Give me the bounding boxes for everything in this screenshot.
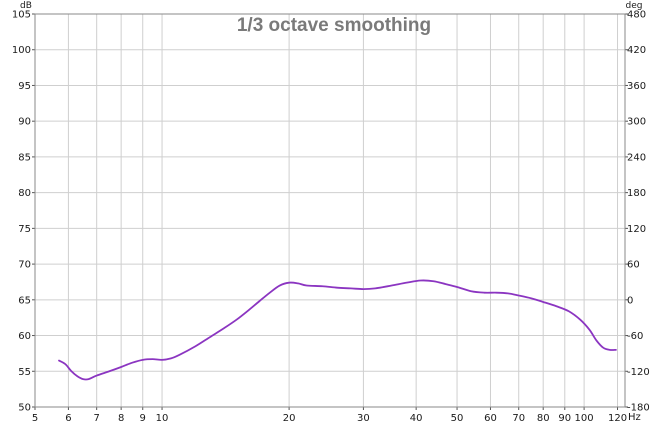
x-tick-label: 6: [65, 413, 71, 424]
x-tick-label: 9: [140, 413, 146, 424]
x-tick-label: 120: [608, 413, 627, 424]
y-tick-label: 70: [18, 260, 31, 271]
y2-tick-label: 0: [627, 295, 633, 306]
y-tick-label: 90: [18, 117, 31, 128]
y-tick-label: 55: [18, 367, 31, 378]
y2-tick-label: 240: [627, 152, 646, 163]
bottom-axis-ticks: 5 6 7 8 9 10 20 30 40 50 60 70 80 90 100 120: [32, 407, 627, 424]
y2-tick-label: 360: [627, 81, 646, 92]
x-tick-label: 10: [156, 413, 169, 424]
y2-tick-label: -60: [627, 331, 643, 342]
grid-lines: [35, 14, 625, 407]
left-axis-ticks: 50 55 60 65 70 75 80 85 90 95 100 105: [12, 10, 35, 414]
y2-tick-label: 120: [627, 224, 646, 235]
y-axis-unit-label: dB: [20, 1, 32, 11]
y-tick-label: 50: [18, 403, 31, 414]
x-tick-label: 20: [283, 413, 296, 424]
plot-frame: [34, 13, 626, 408]
y2-axis-unit-label: deg: [626, 1, 643, 11]
y-tick-label: 65: [18, 295, 31, 306]
spl-series-line: [58, 279, 617, 381]
y2-tick-label: 300: [627, 117, 646, 128]
y-tick-label: 60: [18, 331, 31, 342]
y2-tick-label: 180: [627, 188, 646, 199]
y-tick-label: 100: [12, 45, 31, 56]
chart-title: 1/3 octave smoothing: [237, 15, 431, 36]
y-tick-label: 75: [18, 224, 31, 235]
y-tick-label: 95: [18, 81, 31, 92]
right-axis-ticks: -180 -120 -60 0 60 120 180 240 300 360 420 480: [625, 10, 650, 414]
x-tick-label: 30: [357, 413, 370, 424]
x-tick-label: 60: [484, 413, 497, 424]
plot-background: [35, 14, 625, 407]
y-tick-label: 105: [12, 10, 31, 21]
y-tick-label: 85: [18, 152, 31, 163]
x-tick-label: 70: [512, 413, 525, 424]
y2-tick-label: 480: [627, 10, 646, 21]
x-tick-label: 90: [558, 413, 571, 424]
x-tick-label: 80: [537, 413, 550, 424]
x-tick-label: 50: [451, 413, 464, 424]
x-axis-unit-label: Hz: [628, 412, 641, 423]
series-layer: [58, 279, 617, 381]
x-tick-label: 7: [93, 413, 99, 424]
x-tick-label: 8: [118, 413, 124, 424]
x-tick-label: 100: [575, 413, 594, 424]
y2-tick-label: -180: [627, 403, 650, 414]
y-tick-label: 80: [18, 188, 31, 199]
x-tick-label: 40: [410, 413, 423, 424]
y2-tick-label: 420: [627, 45, 646, 56]
x-tick-label: 5: [32, 413, 38, 424]
y2-tick-label: 60: [627, 260, 640, 271]
y2-tick-label: -120: [627, 367, 650, 378]
